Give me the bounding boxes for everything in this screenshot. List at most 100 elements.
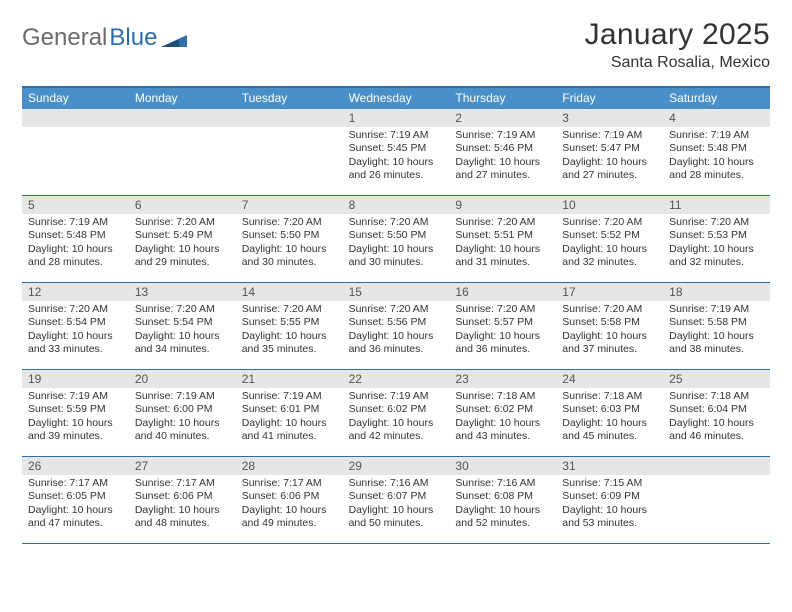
day-details: Sunrise: 7:19 AMSunset: 6:00 PMDaylight:… [129,388,236,448]
day-details [663,475,770,481]
day-cell [22,109,129,195]
day-cell: 17Sunrise: 7:20 AMSunset: 5:58 PMDayligh… [556,283,663,369]
sunset-text: Sunset: 5:50 PM [242,229,339,242]
daylight-text: Daylight: 10 hours and 32 minutes. [669,243,766,270]
day-number: 8 [343,196,450,214]
sunset-text: Sunset: 6:08 PM [455,490,552,503]
day-number: 23 [449,370,556,388]
day-details [129,127,236,133]
day-details [236,127,343,133]
day-details: Sunrise: 7:20 AMSunset: 5:56 PMDaylight:… [343,301,450,361]
sunset-text: Sunset: 5:52 PM [562,229,659,242]
day-cell [236,109,343,195]
daylight-text: Daylight: 10 hours and 36 minutes. [455,330,552,357]
day-cell: 13Sunrise: 7:20 AMSunset: 5:54 PMDayligh… [129,283,236,369]
day-number: 4 [663,109,770,127]
weeks-container: 1Sunrise: 7:19 AMSunset: 5:45 PMDaylight… [22,109,770,544]
day-number: 12 [22,283,129,301]
day-details: Sunrise: 7:20 AMSunset: 5:49 PMDaylight:… [129,214,236,274]
day-number: 5 [22,196,129,214]
sunset-text: Sunset: 5:47 PM [562,142,659,155]
daylight-text: Daylight: 10 hours and 32 minutes. [562,243,659,270]
day-cell: 19Sunrise: 7:19 AMSunset: 5:59 PMDayligh… [22,370,129,456]
day-details: Sunrise: 7:20 AMSunset: 5:58 PMDaylight:… [556,301,663,361]
sunrise-text: Sunrise: 7:19 AM [28,390,125,403]
day-number: 18 [663,283,770,301]
day-cell: 12Sunrise: 7:20 AMSunset: 5:54 PMDayligh… [22,283,129,369]
day-details: Sunrise: 7:19 AMSunset: 5:45 PMDaylight:… [343,127,450,187]
sunrise-text: Sunrise: 7:19 AM [28,216,125,229]
day-cell: 30Sunrise: 7:16 AMSunset: 6:08 PMDayligh… [449,457,556,543]
page-subtitle: Santa Rosalia, Mexico [585,54,770,72]
day-number: 7 [236,196,343,214]
sunrise-text: Sunrise: 7:19 AM [562,129,659,142]
sunset-text: Sunset: 5:54 PM [28,316,125,329]
weekday-header: Wednesday [343,88,450,109]
day-cell: 24Sunrise: 7:18 AMSunset: 6:03 PMDayligh… [556,370,663,456]
day-cell: 15Sunrise: 7:20 AMSunset: 5:56 PMDayligh… [343,283,450,369]
day-number: 13 [129,283,236,301]
sunrise-text: Sunrise: 7:19 AM [669,303,766,316]
day-details: Sunrise: 7:15 AMSunset: 6:09 PMDaylight:… [556,475,663,535]
day-number: 25 [663,370,770,388]
weekday-header-row: Sunday Monday Tuesday Wednesday Thursday… [22,88,770,109]
weekday-header: Sunday [22,88,129,109]
day-cell: 28Sunrise: 7:17 AMSunset: 6:06 PMDayligh… [236,457,343,543]
week-row: 1Sunrise: 7:19 AMSunset: 5:45 PMDaylight… [22,109,770,196]
day-number: 15 [343,283,450,301]
day-cell: 22Sunrise: 7:19 AMSunset: 6:02 PMDayligh… [343,370,450,456]
day-number: 31 [556,457,663,475]
weekday-header: Tuesday [236,88,343,109]
day-details: Sunrise: 7:20 AMSunset: 5:52 PMDaylight:… [556,214,663,274]
daylight-text: Daylight: 10 hours and 36 minutes. [349,330,446,357]
day-details: Sunrise: 7:20 AMSunset: 5:50 PMDaylight:… [236,214,343,274]
sunset-text: Sunset: 6:03 PM [562,403,659,416]
day-cell: 10Sunrise: 7:20 AMSunset: 5:52 PMDayligh… [556,196,663,282]
daylight-text: Daylight: 10 hours and 30 minutes. [349,243,446,270]
sunrise-text: Sunrise: 7:19 AM [349,390,446,403]
day-details: Sunrise: 7:19 AMSunset: 6:01 PMDaylight:… [236,388,343,448]
day-number [22,109,129,127]
day-number: 26 [22,457,129,475]
daylight-text: Daylight: 10 hours and 38 minutes. [669,330,766,357]
day-number: 19 [22,370,129,388]
sunrise-text: Sunrise: 7:20 AM [562,303,659,316]
sunset-text: Sunset: 5:48 PM [669,142,766,155]
sunset-text: Sunset: 5:55 PM [242,316,339,329]
day-details: Sunrise: 7:17 AMSunset: 6:05 PMDaylight:… [22,475,129,535]
day-cell: 8 Sunrise: 7:20 AMSunset: 5:50 PMDaylight… [343,196,450,282]
sunrise-text: Sunrise: 7:20 AM [349,303,446,316]
sunset-text: Sunset: 5:46 PM [455,142,552,155]
sunrise-text: Sunrise: 7:20 AM [349,216,446,229]
daylight-text: Daylight: 10 hours and 43 minutes. [455,417,552,444]
day-details: Sunrise: 7:20 AMSunset: 5:54 PMDaylight:… [129,301,236,361]
daylight-text: Daylight: 10 hours and 48 minutes. [135,504,232,531]
sunset-text: Sunset: 5:50 PM [349,229,446,242]
sunrise-text: Sunrise: 7:17 AM [242,477,339,490]
sunrise-text: Sunrise: 7:20 AM [135,216,232,229]
day-details: Sunrise: 7:18 AMSunset: 6:02 PMDaylight:… [449,388,556,448]
sunrise-text: Sunrise: 7:15 AM [562,477,659,490]
day-cell: 2Sunrise: 7:19 AMSunset: 5:46 PMDaylight… [449,109,556,195]
daylight-text: Daylight: 10 hours and 33 minutes. [28,330,125,357]
week-row: 19Sunrise: 7:19 AMSunset: 5:59 PMDayligh… [22,370,770,457]
day-details: Sunrise: 7:20 AMSunset: 5:51 PMDaylight:… [449,214,556,274]
day-cell: 16Sunrise: 7:20 AMSunset: 5:57 PMDayligh… [449,283,556,369]
sunset-text: Sunset: 5:45 PM [349,142,446,155]
sunrise-text: Sunrise: 7:20 AM [455,216,552,229]
sunrise-text: Sunrise: 7:20 AM [135,303,232,316]
day-cell: 7Sunrise: 7:20 AMSunset: 5:50 PMDaylight… [236,196,343,282]
sunset-text: Sunset: 5:58 PM [562,316,659,329]
daylight-text: Daylight: 10 hours and 35 minutes. [242,330,339,357]
day-number [663,457,770,475]
daylight-text: Daylight: 10 hours and 27 minutes. [562,156,659,183]
day-number: 10 [556,196,663,214]
sunset-text: Sunset: 6:09 PM [562,490,659,503]
day-cell: 26Sunrise: 7:17 AMSunset: 6:05 PMDayligh… [22,457,129,543]
day-number: 17 [556,283,663,301]
day-number: 28 [236,457,343,475]
day-details: Sunrise: 7:19 AMSunset: 5:48 PMDaylight:… [22,214,129,274]
day-details: Sunrise: 7:19 AMSunset: 5:46 PMDaylight:… [449,127,556,187]
sunrise-text: Sunrise: 7:20 AM [669,216,766,229]
day-number: 6 [129,196,236,214]
